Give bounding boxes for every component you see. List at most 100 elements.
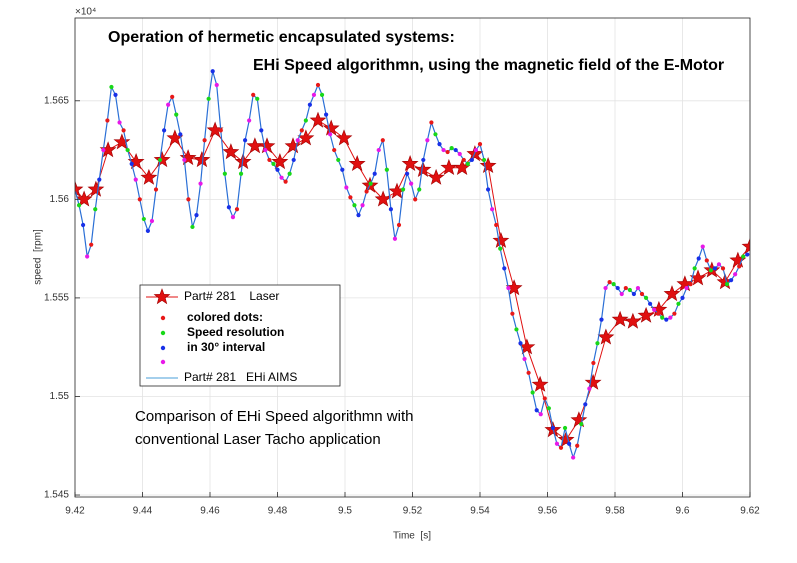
dot-marker [643, 295, 649, 301]
dot-marker [259, 128, 264, 133]
dot-marker [417, 187, 422, 192]
dot-marker [575, 443, 580, 448]
dot-marker [324, 112, 329, 117]
dot-marker [174, 112, 179, 117]
dot-marker [599, 317, 604, 322]
dot-marker [583, 402, 588, 407]
star-marker [611, 310, 629, 327]
dot-marker [238, 171, 244, 176]
dot-marker [162, 128, 167, 133]
dot-marker [631, 291, 637, 297]
dot-marker [113, 92, 118, 97]
dot-marker [307, 102, 312, 107]
dot-marker [85, 254, 90, 259]
dot-marker [591, 360, 596, 366]
legend-note: in 30° interval [187, 340, 265, 354]
star-marker [87, 180, 105, 197]
star-marker [309, 111, 327, 128]
dot-marker [368, 181, 373, 186]
dot-marker [291, 157, 296, 163]
legend-dot [160, 359, 166, 365]
dot-marker [437, 142, 442, 147]
dot-marker [149, 218, 155, 224]
dot-marker [222, 171, 227, 176]
dot-marker [218, 128, 223, 133]
dot-marker [388, 207, 393, 212]
dot-marker [129, 161, 134, 166]
dot-marker [684, 285, 689, 291]
x-tick-label: 9.42 [65, 506, 85, 517]
dot-marker [409, 181, 414, 186]
dot-marker [567, 441, 572, 446]
dot-marker [453, 147, 458, 153]
dot-marker [153, 187, 159, 192]
dot-marker [656, 311, 661, 316]
dot-marker [550, 425, 556, 431]
dot-marker [741, 254, 746, 259]
dot-marker [510, 311, 515, 316]
dot-marker [283, 179, 288, 184]
dot-marker [117, 120, 122, 125]
star-marker [113, 133, 131, 150]
dot-marker [166, 102, 171, 107]
data-layer [75, 69, 750, 460]
star-marker [348, 155, 366, 172]
star-marker [271, 153, 289, 170]
dot-marker [579, 421, 584, 427]
star-marker [741, 237, 750, 254]
legend-note: Speed resolution [187, 325, 284, 339]
star-marker [99, 141, 117, 158]
y-tick-label: 1.555 [44, 293, 69, 304]
dot-marker [542, 396, 547, 401]
legend-swatch [153, 288, 171, 305]
dot-marker [210, 69, 215, 74]
dot-marker [461, 157, 466, 163]
dot-marker [93, 207, 98, 212]
dot-marker [178, 132, 183, 137]
star-marker [322, 119, 340, 136]
dot-marker [486, 187, 491, 192]
star-marker [479, 156, 497, 173]
legend-label: Part# 281 Laser [184, 289, 279, 303]
dot-marker [133, 177, 138, 182]
dot-marker [737, 264, 742, 269]
dot-marker [700, 244, 705, 249]
dot-marker [720, 266, 726, 271]
dot-marker [109, 84, 114, 90]
y-tick-label: 1.56 [50, 194, 70, 205]
dot-marker [502, 266, 507, 271]
star-marker [584, 373, 602, 390]
dot-marker [332, 147, 337, 153]
dot-marker [571, 455, 576, 460]
dot-marker [352, 203, 357, 208]
dot-marker [247, 118, 252, 123]
dot-marker [137, 197, 142, 202]
dot-marker [546, 406, 551, 411]
dot-marker [315, 82, 321, 88]
dot-marker [526, 370, 531, 375]
dot-marker [141, 216, 146, 222]
dot-marker [688, 282, 693, 287]
dot-marker [668, 315, 673, 320]
dot-marker [319, 92, 325, 97]
chart-subtitle: EHi Speed algorithmn, using the magnetic… [253, 57, 724, 74]
dot-marker [530, 390, 535, 395]
dot-marker [652, 307, 657, 312]
dot-marker [182, 157, 187, 163]
dot-marker [336, 157, 341, 163]
star-marker [401, 155, 419, 171]
dot-marker [186, 197, 191, 202]
dot-marker [696, 256, 701, 261]
x-tick-label: 9.62 [740, 506, 760, 517]
dot-marker [676, 301, 681, 306]
dot-marker [425, 138, 430, 143]
dot-marker [704, 258, 709, 263]
dot-marker [465, 161, 470, 166]
dot-marker [275, 167, 280, 172]
dot-marker [607, 280, 612, 285]
dot-marker [299, 128, 304, 133]
dot-marker [194, 213, 199, 218]
dot-marker [303, 118, 308, 123]
dot-marker [372, 171, 377, 176]
